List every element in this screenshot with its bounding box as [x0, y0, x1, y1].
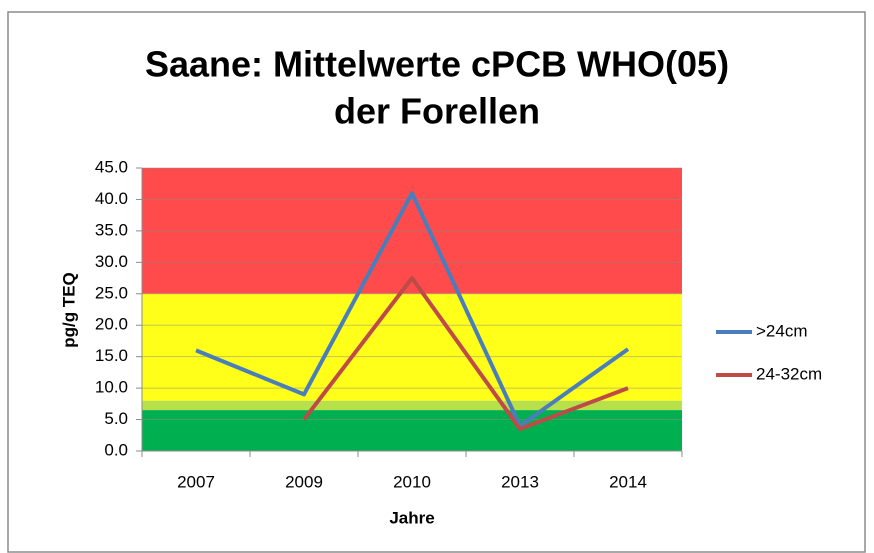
- band: [142, 400, 682, 411]
- x-tick-label: 2010: [393, 472, 431, 491]
- y-tick-label: 10.0: [95, 378, 128, 397]
- x-tick-label: 2007: [177, 472, 215, 491]
- y-tick-label: 0.0: [104, 440, 128, 459]
- x-tick-label: 2013: [501, 472, 539, 491]
- series-line: [302, 276, 629, 431]
- series-line: [195, 191, 630, 428]
- y-tick-label: 30.0: [95, 252, 128, 271]
- x-tick-label: 2009: [285, 472, 323, 491]
- band: [142, 293, 682, 401]
- y-axis-label: pg/g TEQ: [59, 272, 78, 348]
- legend-label: 24-32cm: [756, 364, 822, 383]
- y-tick-label: 5.0: [104, 409, 128, 428]
- y-tick-label: 35.0: [95, 220, 128, 239]
- chart-title: Saane: Mittelwerte cPCB WHO(05): [145, 44, 729, 85]
- y-tick-label: 15.0: [95, 346, 128, 365]
- x-tick-label: 2014: [609, 472, 647, 491]
- x-axis-label: Jahre: [389, 508, 434, 527]
- y-tick-label: 40.0: [95, 189, 128, 208]
- chart-title: der Forellen: [334, 91, 540, 132]
- legend-label: >24cm: [756, 321, 808, 340]
- y-tick-label: 20.0: [95, 315, 128, 334]
- y-tick-label: 45.0: [95, 157, 128, 176]
- y-tick-label: 25.0: [95, 283, 128, 302]
- band: [142, 410, 682, 451]
